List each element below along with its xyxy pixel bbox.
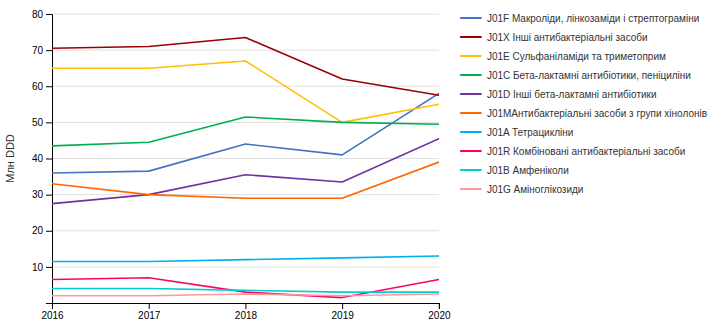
legend-label: J01E Сульфаніламіди та триметоприм xyxy=(487,51,666,62)
tick-mark xyxy=(439,303,440,309)
tick-label: 40 xyxy=(32,153,44,164)
series-line xyxy=(52,139,439,204)
grid-line xyxy=(52,194,439,195)
legend-item: J01E Сульфаніламіди та триметоприм xyxy=(461,51,666,62)
tick-label: 2020 xyxy=(428,310,451,321)
plot-area xyxy=(52,37,439,297)
x-axis: 2016 2017 2018 2019 2020 xyxy=(41,303,451,321)
grid-line xyxy=(52,230,439,231)
chart: J01F Макроліди, лінкозаміди і стрептогра… xyxy=(0,0,715,331)
legend-item: J01F Макроліди, лінкозаміди і стрептогра… xyxy=(461,13,699,24)
legend-label: J01X Інші антибактеріальні засоби xyxy=(487,32,648,43)
axis-title: Млн DDD xyxy=(4,134,16,183)
legend-swatch xyxy=(461,150,481,152)
tick-label: 60 xyxy=(32,81,44,92)
tick: 2018 xyxy=(235,303,258,321)
tick-mark xyxy=(46,159,52,160)
grid-line xyxy=(52,50,439,51)
series-line xyxy=(52,256,439,261)
tick: 2017 xyxy=(138,303,161,321)
tick: 20 xyxy=(32,225,52,236)
tick-label: 2019 xyxy=(332,310,355,321)
legend-swatch xyxy=(461,93,481,95)
tick: 80 xyxy=(32,9,52,20)
legend-item: J01B Амфеніколи xyxy=(461,165,569,176)
tick: 50 xyxy=(32,117,52,128)
legend-label: J01B Амфеніколи xyxy=(487,165,569,176)
tick: 10 xyxy=(32,262,52,273)
tick: 2020 xyxy=(428,303,451,321)
legend-item: J01C Бета-лактамні антибіотики, пеніцилі… xyxy=(461,70,691,81)
tick-mark xyxy=(342,303,343,309)
tick-label: 80 xyxy=(32,9,44,20)
grid-line xyxy=(52,14,439,15)
legend-swatch xyxy=(461,112,481,114)
legend-label: J01MАнтибактеріальні засоби з групи хіно… xyxy=(487,108,707,119)
legend-item: J01MАнтибактеріальні засоби з групи хіно… xyxy=(461,108,707,119)
grid xyxy=(52,14,439,267)
legend-swatch xyxy=(461,55,481,57)
legend-swatch xyxy=(461,188,481,190)
legend-item: J01A Тетрацикліни xyxy=(461,127,573,138)
tick: 2016 xyxy=(41,303,64,321)
tick: 40 xyxy=(32,153,52,164)
legend-item: J01R Комбіновані антибактеріальні засоби xyxy=(461,146,685,157)
grid-line xyxy=(52,266,439,267)
tick-label: 2017 xyxy=(138,310,161,321)
legend-item: J01G Аміноглікозиди xyxy=(461,184,584,195)
legend-swatch xyxy=(461,17,481,19)
tick-label: 70 xyxy=(32,45,44,56)
legend-label: J01A Тетрацикліни xyxy=(487,127,573,138)
tick-label: 2016 xyxy=(41,310,64,321)
tick-mark xyxy=(46,122,52,123)
tick-label: 10 xyxy=(32,262,44,273)
legend: J01F Макроліди, лінкозаміди і стрептогра… xyxy=(461,13,707,195)
legend-swatch xyxy=(461,74,481,76)
tick-mark xyxy=(46,267,52,268)
tick-label: 20 xyxy=(32,225,44,236)
tick-mark xyxy=(149,303,150,309)
series-line xyxy=(52,289,439,293)
series-line xyxy=(52,162,439,198)
legend-label: J01F Макроліди, лінкозаміди і стрептогра… xyxy=(487,13,699,24)
y-axis: 10 20 30 40 50 60 70 80 xyxy=(32,9,53,304)
tick-mark xyxy=(46,195,52,196)
series-line xyxy=(52,294,439,296)
series-line xyxy=(52,61,439,122)
tick-mark xyxy=(46,231,52,232)
tick-label: 2018 xyxy=(235,310,258,321)
legend-label: J01C Бета-лактамні антибіотики, пеніцилі… xyxy=(487,70,691,81)
tick-label: 30 xyxy=(32,189,44,200)
legend-label: J01D Інші бета-лактамні антибіотики xyxy=(487,89,657,100)
series-line xyxy=(52,278,439,298)
grid-line xyxy=(52,158,439,159)
tick-mark xyxy=(245,303,246,309)
legend-item: J01D Інші бета-лактамні антибіотики xyxy=(461,89,657,100)
tick-mark xyxy=(46,50,52,51)
tick: 60 xyxy=(32,81,52,92)
tick: 30 xyxy=(32,189,52,200)
axis-line xyxy=(53,304,440,310)
legend-swatch xyxy=(461,169,481,171)
tick: 2019 xyxy=(332,303,355,321)
axis-line xyxy=(46,15,53,304)
tick: 70 xyxy=(32,45,52,56)
series-line xyxy=(52,93,439,172)
legend-label: J01R Комбіновані антибактеріальні засоби xyxy=(487,146,685,157)
tick-label: 50 xyxy=(32,117,44,128)
legend-swatch xyxy=(461,131,481,133)
series-line xyxy=(52,117,439,146)
legend-label: J01G Аміноглікозиди xyxy=(487,184,584,195)
tick-mark xyxy=(46,14,52,15)
series-line xyxy=(52,37,439,95)
legend-swatch xyxy=(461,36,481,38)
legend-item: J01X Інші антибактеріальні засоби xyxy=(461,32,648,43)
tick-mark xyxy=(46,86,52,87)
